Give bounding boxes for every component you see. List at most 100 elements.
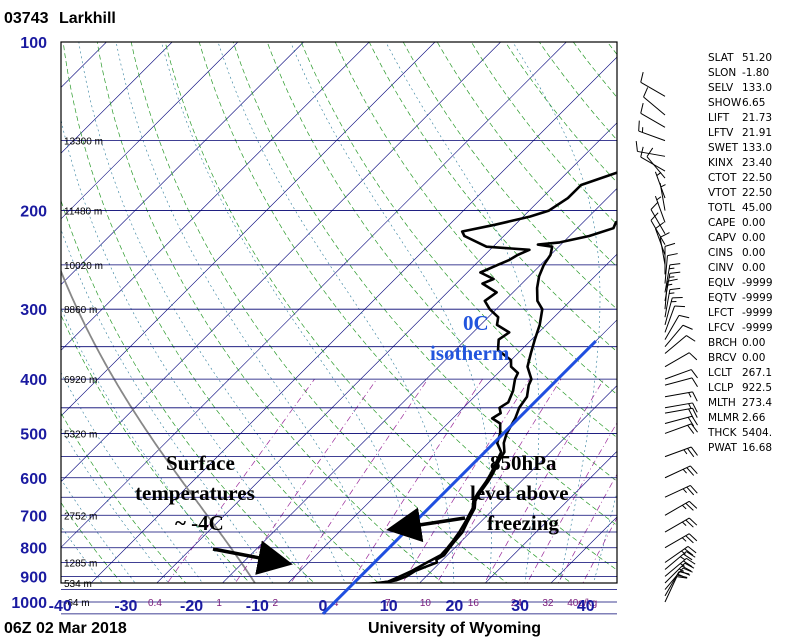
index-row-brcv: BRCV 0.00 [708,351,794,366]
isotherm-line-11 [222,188,617,583]
mixing-ratio-label-6: 16 [468,598,480,609]
wind-barb-13 [664,423,698,434]
wind-barbs [635,71,698,603]
wind-barb-17 [664,391,698,402]
annotation-overlay: 0C isotherm Surface temperatures ~ -4C 8… [135,311,597,615]
wind-barb-16 [664,402,698,413]
wind-barb-6 [664,546,697,563]
mixing-ratio-line-1 [234,378,378,583]
height-label-6: 2752 m [64,511,97,522]
isotherm-line-14 [419,385,617,583]
height-label-4: 6920 m [64,375,97,386]
mixing-ratio-label-2: 2 [272,598,278,609]
index-key: CAPE [708,217,736,229]
surface-annotation-line1: Surface [166,451,235,475]
index-key: PWAT [708,442,737,454]
index-value: 0.00 [742,247,766,259]
index-row-eqtv: EQTV -9999 [708,291,794,306]
pressure-tick-1: 200 [20,204,47,221]
isotherm-line-10 [156,122,617,583]
index-row-lftv: LFTV 21.91 [708,126,794,141]
mixing-ratio-label-4: 7 [385,598,391,609]
sounding-profiles [360,171,617,583]
index-row-lfct: LFCT -9999 [708,306,794,321]
moist-adiabat-12 [385,42,540,583]
height-labels: 13300 m 11480 m 10020 m 8860 m 6920 m 5320 m 2… [64,137,103,609]
temperature-tick-4: 0 [319,598,328,615]
freezing-annotation-line1: 850hPa [490,451,557,475]
mixing-ratio-label-7: 24 [511,598,523,609]
mixing-ratio-label-5: 10 [420,598,432,609]
isotherm-line-4 [61,42,304,285]
wind-barb-42 [638,120,666,142]
isotherm-line-0 [0,42,41,614]
index-value: 22.50 [742,187,773,199]
index-row-cins: CINS 0.00 [708,246,794,261]
height-label-8: 534 m [64,579,92,590]
height-label-1: 11480 m [64,207,102,218]
dry-adiabat-3 [61,314,251,583]
index-row-lclp: LCLP 922.5 [708,381,794,396]
index-row-ctot: CTOT 22.50 [708,171,794,186]
index-row-cinv: CINV 0.00 [708,261,794,276]
temperature-tick-2: -20 [180,598,203,615]
wind-barb-24 [664,305,686,333]
index-key: SHOW [708,97,742,109]
index-key: BRCV [708,352,737,364]
moist-adiabat-6 [61,118,310,583]
wind-barb-11 [664,465,698,479]
wind-barb-25 [664,297,683,326]
wind-barb-9 [664,500,698,516]
mixing-ratio-labels: 0.4 1 2 4 7 10 16 24 32 40g/kg [148,598,597,609]
index-value: 133.0 [742,142,773,154]
index-value: 51.20 [742,52,773,64]
temperature-axis: -40 -30 -20 -10 0 10 20 30 40 [49,598,595,615]
pressure-tick-4: 500 [20,426,47,443]
pressure-tick-6: 700 [20,508,47,525]
index-row-kinx: KINX 23.40 [708,156,794,171]
wind-barb-32 [659,232,670,265]
wind-barb-4 [664,557,696,577]
index-value: 0.00 [742,232,766,244]
index-value: 2.66 [742,412,766,424]
wind-barb-26 [664,287,681,318]
index-key: MLMR [708,412,740,424]
index-key: CINV [708,262,734,274]
index-key: LIFT [708,112,730,124]
index-row-lift: LIFT 21.73 [708,111,794,126]
pressure-tick-7: 800 [20,541,47,558]
index-key: LCLP [708,382,734,394]
wind-barb-41 [635,141,666,157]
index-row-pwat: PWAT 16.68 [708,441,794,456]
pressure-tick-5: 600 [20,471,47,488]
dry-adiabat-1 [61,502,122,583]
index-row-thck: THCK 5404. [708,426,794,441]
index-key: TOTL [708,202,735,214]
pressure-tick-2: 300 [20,302,47,319]
index-key: LFCT [708,307,734,319]
index-value: -9999 [742,322,773,334]
moist-adiabat-highlight [61,269,256,583]
moist-adiabat-9 [161,42,419,583]
index-value: 21.73 [742,112,773,124]
index-key: THCK [708,427,737,439]
wind-barb-22 [664,324,693,347]
moist-adiabat-7 [78,42,346,583]
temperature-tick-8: 40 [577,598,595,615]
stability-indices: SLAT 51.20 SLON -1.80 SELV 133.0 SHOW 6.65 LIFT 2… [708,51,794,456]
wind-barb-28 [664,271,681,302]
index-value: 0.00 [742,337,766,349]
moist-adiabat-8 [115,42,382,583]
index-key: MLTH [708,397,736,409]
dry-adiabat-8 [164,42,572,583]
index-value: 922.5 [742,382,773,394]
index-row-show: SHOW 6.65 [708,96,794,111]
height-label-7: 1285 m [64,558,97,569]
temperature-tick-3: -10 [246,598,269,615]
isotherm-line-7 [61,42,501,483]
index-key: EQLV [708,277,735,289]
index-row-slon: SLON -1.80 [708,66,794,81]
freezing-arrow [386,507,466,543]
surface-annotation-line2: temperatures [135,481,255,505]
